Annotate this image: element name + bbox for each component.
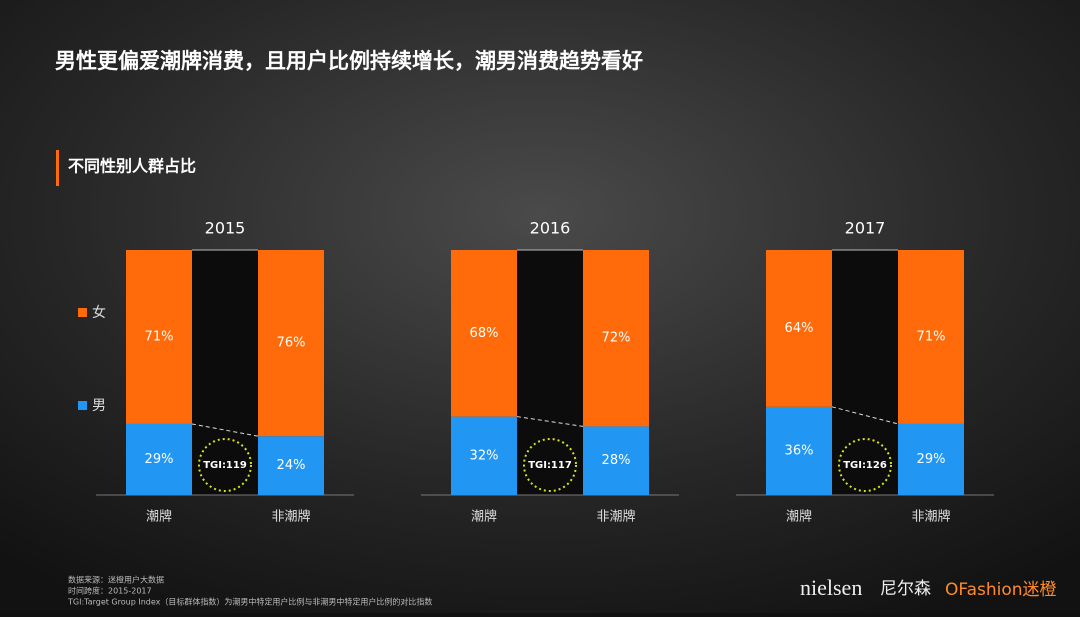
legend-label: 男	[92, 398, 106, 414]
data-label: 36%	[785, 443, 814, 458]
subtitle-accent	[56, 150, 59, 186]
x-tick-label: 潮牌	[146, 509, 172, 525]
bar-segment	[126, 423, 192, 495]
brand-logo: 尼尔森	[880, 579, 931, 598]
legend-swatch	[78, 308, 87, 317]
connector	[831, 406, 899, 425]
bar-segment	[451, 416, 517, 495]
annotation: TGI:126	[843, 460, 887, 471]
chart-title: 2017	[845, 219, 886, 238]
annotation: TGI:117	[528, 460, 572, 471]
brand-logo: nielsen	[800, 575, 862, 600]
data-label: 29%	[145, 452, 174, 467]
bar-segment	[898, 423, 964, 495]
x-tick-label: 潮牌	[471, 509, 497, 525]
data-label: 68%	[470, 326, 499, 341]
period: 时间跨度：2015-2017	[68, 586, 152, 596]
data-label: 71%	[145, 329, 174, 344]
data-label: 28%	[602, 453, 631, 468]
data-label: 29%	[917, 452, 946, 467]
x-tick-label: 非潮牌	[911, 509, 950, 525]
bar-segment	[898, 250, 964, 424]
tgi-circle	[838, 438, 892, 492]
data-label: 64%	[785, 321, 814, 336]
subtitle: 不同性别人群占比	[68, 157, 196, 176]
bar-segment	[126, 250, 192, 424]
annotation: TGI:119	[203, 460, 247, 471]
bar-segment	[258, 250, 324, 437]
bar-segment	[583, 250, 649, 427]
bar-segment	[766, 250, 832, 407]
bar-segment	[766, 406, 832, 495]
x-tick-label: 非潮牌	[271, 509, 310, 525]
data-label: 71%	[917, 329, 946, 344]
gap-panel	[832, 250, 898, 495]
legend-swatch	[78, 401, 87, 410]
gap-panel	[192, 250, 258, 495]
legend-label: 女	[92, 304, 106, 321]
bar-segment	[258, 436, 324, 495]
chart-title: 2015	[205, 219, 246, 238]
gap-panel	[517, 250, 583, 495]
chart-title: 2016	[530, 219, 571, 238]
note: TGI:Target Group Index（目标群体指数）为潮男中特定用户比例…	[67, 597, 432, 607]
data-label: 32%	[470, 448, 499, 463]
bar-segment	[583, 426, 649, 495]
data-label: 72%	[602, 331, 631, 346]
source: 数据来源：迷橙用户大数据	[68, 575, 164, 585]
brand-logo: OFashion迷橙	[945, 580, 1057, 600]
page-title: 男性更偏爱潮牌消费，且用户比例持续增长，潮男消费趋势看好	[55, 49, 643, 73]
tgi-circle	[523, 438, 577, 492]
x-tick-label: 潮牌	[786, 509, 812, 525]
data-label: 24%	[277, 458, 306, 473]
tgi-circle	[198, 438, 252, 492]
data-label: 76%	[277, 336, 306, 351]
bar-segment	[451, 250, 517, 417]
x-tick-label: 非潮牌	[596, 509, 635, 525]
